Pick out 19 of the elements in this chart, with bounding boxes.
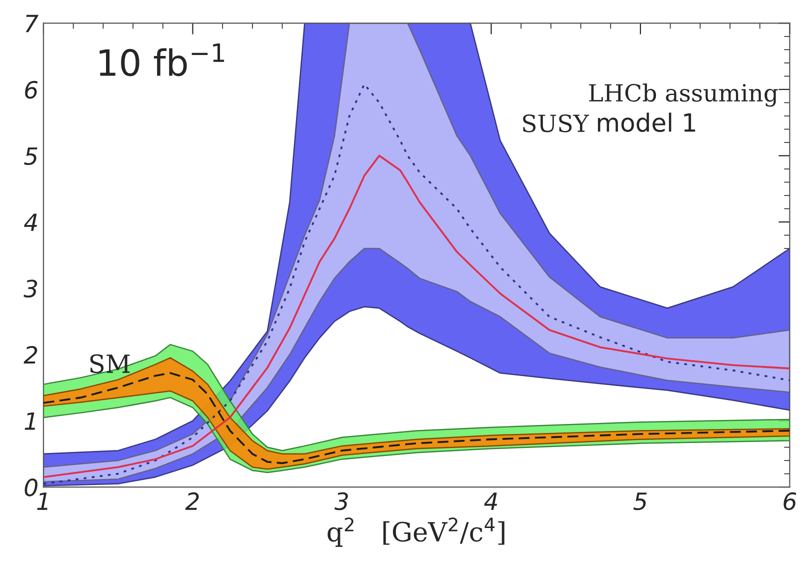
x-tick-label: 4 <box>484 492 498 510</box>
x-tick-label: 6 <box>784 492 796 510</box>
y-tick-label: 5 <box>24 147 38 166</box>
annotation: model 1 <box>598 112 696 132</box>
y-tick-label: 2 <box>24 346 38 364</box>
y-tick-label: 3 <box>24 280 38 298</box>
y-tick-label: 4 <box>24 214 37 231</box>
x-tick-label: 2 <box>185 492 199 510</box>
annotation: LHCb assuming <box>589 83 778 107</box>
annotation: SUSY <box>523 114 590 132</box>
y-tick-label: 0 <box>24 478 38 496</box>
annotation: SM <box>90 354 130 374</box>
text: q$^{2}$ [GeV$^{2}$/c$^{4}$] <box>328 518 504 547</box>
y-tick-label: 6 <box>25 80 38 99</box>
x-tick-label: 5 <box>633 492 647 510</box>
y-tick-label: 1 <box>24 412 36 430</box>
x-tick-label: 3 <box>334 492 348 510</box>
y-tick-label: 7 <box>26 14 38 32</box>
annotation: 10 fb$^{−1}$ <box>100 43 224 76</box>
